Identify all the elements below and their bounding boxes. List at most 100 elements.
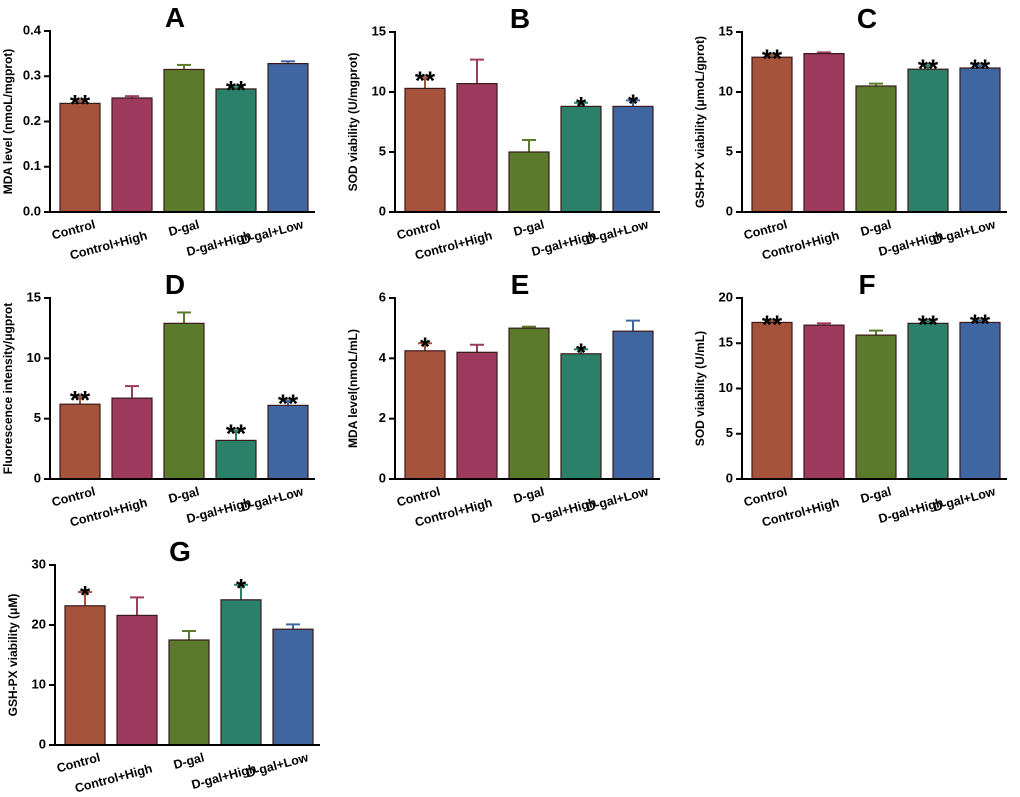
bar bbox=[272, 628, 314, 746]
y-tick-label: 15 bbox=[372, 23, 386, 38]
y-tick-label: 4 bbox=[379, 350, 387, 365]
x-tick-label: D-gal bbox=[512, 484, 546, 506]
y-tick-label: 6 bbox=[379, 289, 386, 304]
y-axis-label: MDA level(nmoL/mL) bbox=[346, 329, 360, 448]
bar bbox=[560, 353, 602, 480]
y-tick-label: 20 bbox=[32, 616, 46, 631]
y-tick-label: 0.2 bbox=[23, 113, 41, 128]
bar bbox=[855, 334, 897, 480]
significance-mark: * bbox=[420, 331, 431, 361]
x-tick-label: D-gal bbox=[167, 484, 201, 506]
panel: D Fluorescence intensity/μgprot 0 5 10 15 ** Co… bbox=[1, 269, 315, 529]
y-tick-label: 0 bbox=[34, 470, 41, 485]
bar bbox=[215, 439, 257, 480]
panel: A MDA level (nmoL/mgprot) 0.0 0.1 0.2 0.3 0.4 *… bbox=[1, 2, 315, 262]
bar bbox=[116, 614, 158, 746]
panel: C GSH-PX viability (μmoL/gprot) 0 5 10 15 ** Co… bbox=[693, 3, 1007, 262]
significance-mark: ** bbox=[918, 310, 939, 340]
significance-mark: * bbox=[576, 337, 587, 367]
x-tick-label: Control bbox=[50, 217, 97, 242]
y-tick-label: 5 bbox=[379, 143, 386, 158]
bar bbox=[907, 68, 949, 213]
y-axis-label: MDA level (nmoL/mgprot) bbox=[1, 49, 15, 195]
x-tick-label: D-gal+Low bbox=[245, 750, 310, 780]
significance-mark: ** bbox=[226, 419, 247, 449]
y-tick-label: 0.1 bbox=[23, 158, 41, 173]
x-tick-label: D-gal+Low bbox=[932, 484, 997, 514]
y-tick-label: 15 bbox=[719, 23, 733, 38]
significance-mark: * bbox=[628, 88, 639, 118]
significance-mark: ** bbox=[762, 310, 783, 340]
x-tick-label: D-gal bbox=[859, 484, 893, 506]
significance-mark: ** bbox=[762, 43, 783, 73]
y-tick-label: 30 bbox=[32, 556, 46, 571]
panel-title: C bbox=[857, 3, 877, 34]
x-tick-label: D-gal bbox=[172, 750, 206, 772]
y-tick-label: 0 bbox=[39, 736, 46, 751]
x-tick-label: D-gal bbox=[512, 217, 546, 239]
bar bbox=[163, 322, 205, 480]
bar bbox=[111, 97, 153, 213]
panel-title: A bbox=[165, 2, 185, 33]
x-tick-label: Control bbox=[50, 484, 97, 509]
significance-mark: ** bbox=[226, 75, 247, 105]
panel-title: D bbox=[165, 269, 185, 300]
bar bbox=[456, 82, 498, 213]
bar bbox=[959, 67, 1001, 213]
bar bbox=[508, 327, 550, 480]
bar bbox=[803, 324, 845, 480]
bar bbox=[751, 321, 793, 480]
panel-title: G bbox=[169, 536, 191, 567]
panel-title: B bbox=[510, 3, 530, 34]
bar bbox=[612, 330, 654, 480]
y-tick-label: 10 bbox=[372, 83, 386, 98]
y-tick-label: 0 bbox=[726, 203, 733, 218]
bar bbox=[59, 102, 101, 213]
significance-mark: ** bbox=[970, 54, 991, 84]
bar bbox=[168, 639, 210, 746]
significance-mark: ** bbox=[278, 389, 299, 419]
bar bbox=[220, 599, 262, 746]
x-tick-label: D-gal+Low bbox=[932, 217, 997, 247]
significance-mark: ** bbox=[970, 309, 991, 339]
bar bbox=[267, 404, 309, 480]
y-tick-label: 10 bbox=[27, 350, 41, 365]
x-tick-label: Control bbox=[395, 217, 442, 242]
bar bbox=[267, 62, 309, 213]
x-tick-label: Control bbox=[55, 750, 102, 775]
y-tick-label: 5 bbox=[34, 410, 41, 425]
x-tick-label: D-gal+Low bbox=[585, 217, 650, 247]
bar bbox=[163, 68, 205, 213]
y-tick-label: 0.3 bbox=[23, 68, 41, 83]
y-axis-label: SOD viability (U/mgprot) bbox=[346, 53, 360, 192]
x-tick-label: D-gal+Low bbox=[240, 484, 305, 514]
significance-mark: ** bbox=[70, 89, 91, 119]
bar bbox=[959, 321, 1001, 480]
y-tick-label: 0.4 bbox=[23, 22, 42, 37]
y-axis-label: Fluorescence intensity/μgprot bbox=[1, 303, 15, 474]
x-tick-label: D-gal+Low bbox=[240, 217, 305, 247]
significance-mark: ** bbox=[70, 385, 91, 415]
y-tick-label: 15 bbox=[27, 289, 41, 304]
y-tick-label: 10 bbox=[32, 676, 46, 691]
bar bbox=[907, 322, 949, 480]
y-tick-label: 0 bbox=[726, 470, 733, 485]
y-tick-label: 0.0 bbox=[23, 203, 41, 218]
significance-mark: ** bbox=[415, 66, 436, 96]
y-tick-label: 0 bbox=[379, 470, 386, 485]
bar bbox=[456, 351, 498, 480]
significance-mark: * bbox=[80, 580, 91, 610]
bar bbox=[855, 85, 897, 213]
y-axis-label: SOD viability (U/mL) bbox=[693, 331, 707, 446]
bar bbox=[508, 151, 550, 213]
y-axis-label: GSH-PX viability (μmoL/gprot) bbox=[693, 36, 707, 208]
y-tick-label: 2 bbox=[379, 410, 386, 425]
y-tick-label: 10 bbox=[719, 83, 733, 98]
bar bbox=[751, 56, 793, 213]
bar bbox=[560, 105, 602, 213]
x-tick-label: D-gal bbox=[859, 217, 893, 239]
